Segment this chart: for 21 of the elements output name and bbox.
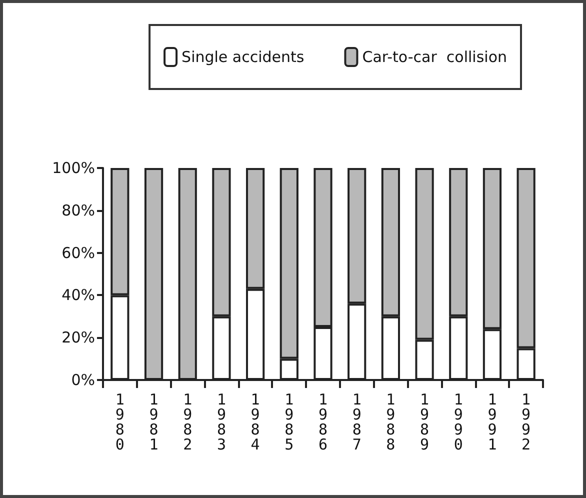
legend-label: Single accidents — [182, 48, 304, 66]
x-tick-label: 1989 — [420, 390, 430, 454]
y-tick-label: 20% — [62, 328, 95, 347]
x-tick-label: 1983 — [216, 390, 226, 454]
x-tick-label: 1992 — [522, 390, 531, 454]
x-tick-label: 1985 — [284, 390, 294, 454]
y-tick-label: 100% — [52, 159, 95, 177]
y-tick-label: 40% — [62, 286, 95, 304]
x-tick-label: 1982 — [183, 390, 192, 454]
legend-label: Car-to-car collision — [362, 48, 508, 66]
x-tick-label: 1981 — [149, 390, 158, 454]
x-tick-label: 1987 — [352, 390, 362, 454]
x-tick-label: 1988 — [386, 390, 396, 454]
x-tick-label: 1990 — [454, 390, 463, 454]
y-tick-label: 60% — [62, 244, 95, 262]
y-tick-label: 0% — [71, 371, 95, 389]
x-tick-label: 1986 — [318, 390, 328, 454]
x-tick-label: 1984 — [250, 390, 260, 454]
x-tick-label: 1980 — [115, 390, 124, 454]
x-tick-label: 1991 — [488, 390, 497, 454]
y-tick-label: 80% — [62, 201, 95, 220]
